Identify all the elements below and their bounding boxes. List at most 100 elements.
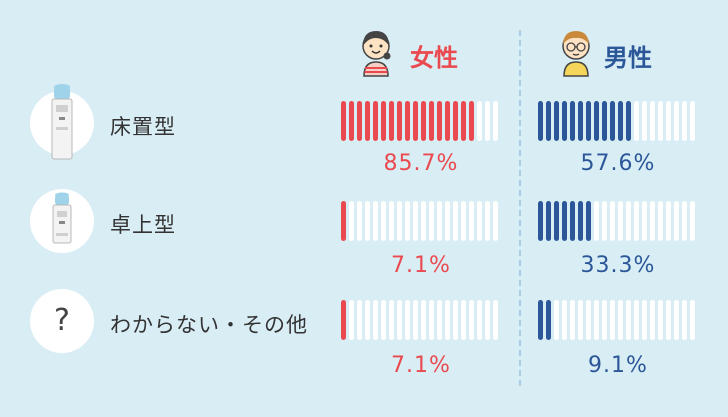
bar-segment-empty xyxy=(610,300,615,340)
bar-segment-filled xyxy=(365,101,370,141)
bar-segment-empty xyxy=(349,300,354,340)
row-icon-circle xyxy=(30,84,94,160)
bar-segment-empty xyxy=(682,101,687,141)
bar-segment-filled xyxy=(586,101,591,141)
bar-segment-filled xyxy=(349,101,354,141)
bar-segment-empty xyxy=(658,300,663,340)
data-label-female-tabletop: 7.1% xyxy=(391,253,451,278)
bar-segment-empty xyxy=(373,300,378,340)
bar-segment-empty xyxy=(618,201,623,241)
floor-water-server-icon xyxy=(51,84,73,160)
bar-segment-empty xyxy=(365,300,370,340)
bar-segment-empty xyxy=(626,300,631,340)
bar-segment-empty xyxy=(650,300,655,340)
bar-female-other xyxy=(341,300,498,340)
bar-segment-empty xyxy=(421,300,426,340)
bar-segment-empty xyxy=(445,300,450,340)
bar-segment-empty xyxy=(477,101,482,141)
bar-segment-empty xyxy=(493,101,498,141)
row-icon-circle: ? xyxy=(30,289,94,353)
bar-segment-empty xyxy=(570,300,575,340)
bar-segment-filled xyxy=(562,201,567,241)
bar-segment-filled xyxy=(341,201,346,241)
bar-segment-empty xyxy=(674,201,679,241)
bar-segment-filled xyxy=(445,101,450,141)
bar-segment-filled xyxy=(381,101,386,141)
bar-segment-empty xyxy=(658,201,663,241)
bar-segment-empty xyxy=(485,201,490,241)
bar-segment-empty xyxy=(437,300,442,340)
bar-segment-empty xyxy=(373,201,378,241)
row-label-floor: 床置型 xyxy=(110,115,176,139)
bar-segment-empty xyxy=(413,300,418,340)
bar-segment-filled xyxy=(437,101,442,141)
bar-segment-filled xyxy=(453,101,458,141)
bar-segment-filled xyxy=(341,101,346,141)
bar-segment-empty xyxy=(413,201,418,241)
male-header-label: 男性 xyxy=(604,44,652,72)
bar-segment-filled xyxy=(397,101,402,141)
bar-segment-empty xyxy=(674,300,679,340)
bar-segment-empty xyxy=(610,201,615,241)
tabletop-water-server-icon xyxy=(52,192,72,244)
bar-female-floor xyxy=(341,101,498,141)
bar-segment-empty xyxy=(642,201,647,241)
bar-segment-empty xyxy=(674,101,679,141)
bar-segment-empty xyxy=(381,201,386,241)
bar-segment-filled xyxy=(586,201,591,241)
bar-segment-filled xyxy=(461,101,466,141)
bar-segment-empty xyxy=(594,201,599,241)
bar-segment-empty xyxy=(405,201,410,241)
bar-segment-filled xyxy=(546,300,551,340)
bar-segment-filled xyxy=(562,101,567,141)
bar-segment-empty xyxy=(429,300,434,340)
bar-segment-empty xyxy=(349,201,354,241)
bar-segment-filled xyxy=(546,201,551,241)
female-header: 女性 xyxy=(356,26,476,82)
bar-segment-empty xyxy=(690,300,695,340)
bar-segment-empty xyxy=(493,300,498,340)
bar-segment-empty xyxy=(634,101,639,141)
bar-segment-empty xyxy=(445,201,450,241)
bar-segment-empty xyxy=(405,300,410,340)
bar-segment-empty xyxy=(642,101,647,141)
bar-segment-filled xyxy=(421,101,426,141)
bar-male-other xyxy=(538,300,695,340)
bar-segment-filled xyxy=(373,101,378,141)
bar-segment-empty xyxy=(650,201,655,241)
bar-segment-empty xyxy=(626,201,631,241)
bar-segment-empty xyxy=(602,201,607,241)
female-header-label: 女性 xyxy=(410,44,458,72)
data-label-female-other: 7.1% xyxy=(391,353,451,378)
bar-segment-empty xyxy=(690,101,695,141)
bar-segment-empty xyxy=(389,300,394,340)
bar-segment-filled xyxy=(610,101,615,141)
bar-segment-empty xyxy=(469,201,474,241)
data-label-male-tabletop: 33.3% xyxy=(580,253,656,278)
bar-segment-empty xyxy=(682,201,687,241)
bar-segment-filled xyxy=(389,101,394,141)
bar-segment-filled xyxy=(429,101,434,141)
bar-segment-empty xyxy=(586,300,591,340)
bar-segment-empty xyxy=(618,300,623,340)
bar-segment-empty xyxy=(357,201,362,241)
data-label-female-floor: 85.7% xyxy=(383,151,459,176)
bar-male-floor xyxy=(538,101,695,141)
bar-segment-filled xyxy=(538,201,543,241)
bar-segment-filled xyxy=(538,300,543,340)
bar-segment-filled xyxy=(578,101,583,141)
boy-avatar-icon xyxy=(562,31,590,77)
bar-segment-empty xyxy=(453,300,458,340)
bar-segment-empty xyxy=(477,300,482,340)
bar-segment-empty xyxy=(397,201,402,241)
bar-segment-empty xyxy=(477,201,482,241)
bar-segment-empty xyxy=(365,201,370,241)
bar-male-tabletop xyxy=(538,201,695,241)
bar-segment-empty xyxy=(650,101,655,141)
bar-segment-filled xyxy=(469,101,474,141)
row-icon-circle xyxy=(30,189,94,253)
bar-segment-empty xyxy=(602,300,607,340)
bar-segment-empty xyxy=(594,300,599,340)
row-label-other: わからない・その他 xyxy=(110,313,308,337)
